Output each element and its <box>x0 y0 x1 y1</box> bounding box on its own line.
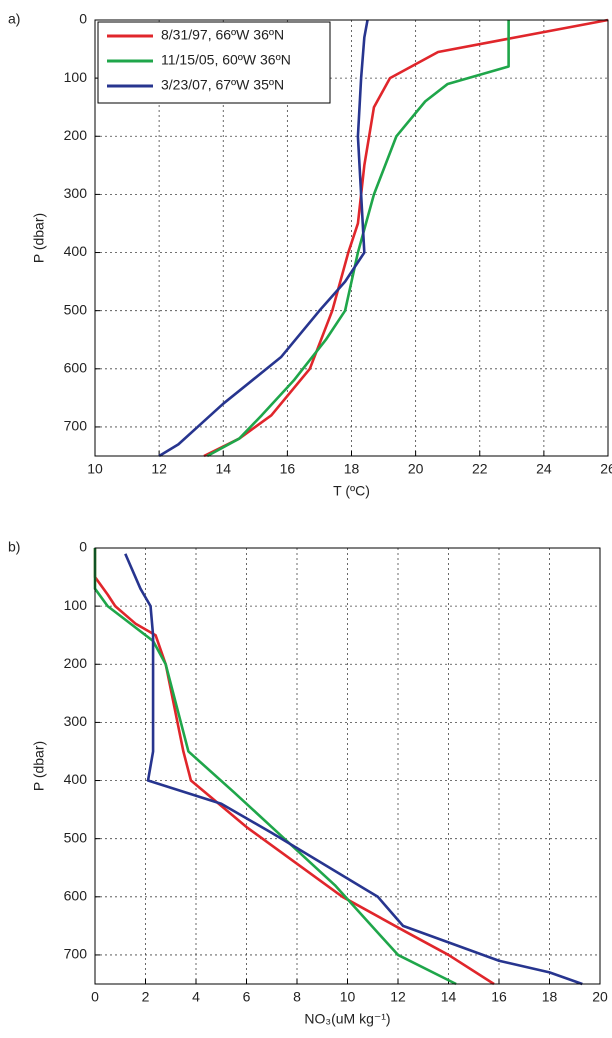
y-tick-label: 0 <box>79 11 87 27</box>
x-tick-label: 16 <box>280 461 296 477</box>
x-tick-label: 10 <box>87 461 103 477</box>
x-tick-label: 20 <box>408 461 424 477</box>
y-tick-label: 300 <box>64 713 88 729</box>
plot-frame <box>94 19 609 457</box>
y-tick-label: 200 <box>64 655 88 671</box>
profile-line <box>93 548 457 986</box>
profile-line <box>158 19 369 458</box>
y-tick-label: 400 <box>64 243 88 259</box>
y-tick-label: 500 <box>64 301 88 317</box>
x-tick-label: 4 <box>192 989 200 1005</box>
panel-label: a) <box>8 11 20 27</box>
y-tick-label: 300 <box>64 185 88 201</box>
profile-line <box>206 20 510 458</box>
panel-label: b) <box>8 539 20 555</box>
x-axis-label: T (ºC) <box>333 483 370 499</box>
y-tick-label: 100 <box>64 69 88 85</box>
x-tick-label: 10 <box>340 989 356 1005</box>
x-tick-label: 12 <box>151 461 167 477</box>
x-tick-label: 24 <box>536 461 552 477</box>
y-tick-label: 200 <box>64 127 88 143</box>
profile-line <box>93 548 495 986</box>
x-tick-label: 2 <box>142 989 150 1005</box>
x-tick-label: 26 <box>600 461 612 477</box>
profile-line <box>124 553 583 986</box>
y-axis-label: P (dbar) <box>31 741 47 791</box>
x-tick-label: 12 <box>390 989 406 1005</box>
profile-line <box>203 18 609 458</box>
x-tick-label: 14 <box>441 989 457 1005</box>
y-tick-label: 0 <box>79 539 87 555</box>
y-axis-label: P (dbar) <box>31 213 47 263</box>
x-tick-label: 8 <box>293 989 301 1005</box>
x-tick-label: 0 <box>91 989 99 1005</box>
y-tick-label: 500 <box>64 829 88 845</box>
x-tick-label: 6 <box>243 989 251 1005</box>
y-tick-label: 600 <box>64 888 88 904</box>
legend-label: 8/31/97, 66ºW 36ºN <box>161 27 284 43</box>
legend-label: 3/23/07, 67ºW 35ºN <box>161 77 284 93</box>
x-tick-label: 14 <box>215 461 231 477</box>
x-tick-label: 16 <box>491 989 507 1005</box>
y-tick-label: 700 <box>64 418 88 434</box>
plot-frame <box>94 547 601 985</box>
x-tick-label: 20 <box>592 989 608 1005</box>
x-tick-label: 18 <box>344 461 360 477</box>
x-axis-label: NO₃(uM kg⁻¹) <box>304 1011 390 1027</box>
y-tick-label: 400 <box>64 771 88 787</box>
y-tick-label: 700 <box>64 946 88 962</box>
x-tick-label: 22 <box>472 461 488 477</box>
legend-label: 11/15/05, 60ºW 36ºN <box>161 52 291 68</box>
y-tick-label: 100 <box>64 597 88 613</box>
y-tick-label: 600 <box>64 360 88 376</box>
x-tick-label: 18 <box>542 989 558 1005</box>
